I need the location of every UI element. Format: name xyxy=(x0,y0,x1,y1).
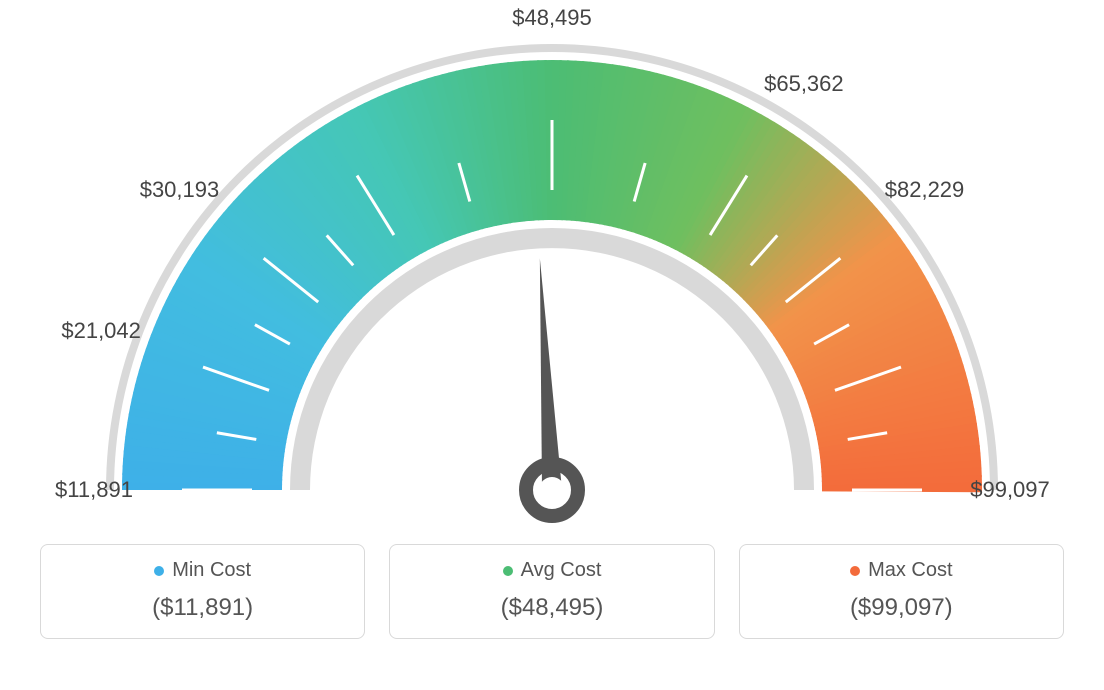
legend-cards: Min Cost ($11,891) Avg Cost ($48,495) Ma… xyxy=(0,540,1104,639)
gauge-label: $30,193 xyxy=(140,177,220,203)
card-avg-value: ($48,495) xyxy=(400,594,703,622)
card-min-title: Min Cost xyxy=(154,559,251,582)
card-avg-label: Avg Cost xyxy=(521,559,602,582)
dot-min-icon xyxy=(154,566,164,576)
gauge-label: $48,495 xyxy=(512,5,592,31)
gauge-svg xyxy=(0,0,1104,540)
dot-max-icon xyxy=(850,566,860,576)
gauge-label: $11,891 xyxy=(55,477,133,503)
dot-avg-icon xyxy=(503,566,513,576)
card-max-value: ($99,097) xyxy=(750,594,1053,622)
card-avg-title: Avg Cost xyxy=(503,559,602,582)
gauge-label: $21,042 xyxy=(61,318,141,344)
card-avg: Avg Cost ($48,495) xyxy=(389,544,714,639)
card-max-title: Max Cost xyxy=(850,559,952,582)
gauge-label: $65,362 xyxy=(764,71,844,97)
gauge-label: $99,097 xyxy=(970,477,1050,503)
card-min: Min Cost ($11,891) xyxy=(40,544,365,639)
gauge-label: $82,229 xyxy=(885,177,965,203)
card-max: Max Cost ($99,097) xyxy=(739,544,1064,639)
card-max-label: Max Cost xyxy=(868,559,952,582)
gauge-chart: $11,891 $21,042 $30,193 $48,495 $65,362 $82,2… xyxy=(0,0,1104,540)
card-min-value: ($11,891) xyxy=(51,594,354,622)
card-min-label: Min Cost xyxy=(172,559,251,582)
